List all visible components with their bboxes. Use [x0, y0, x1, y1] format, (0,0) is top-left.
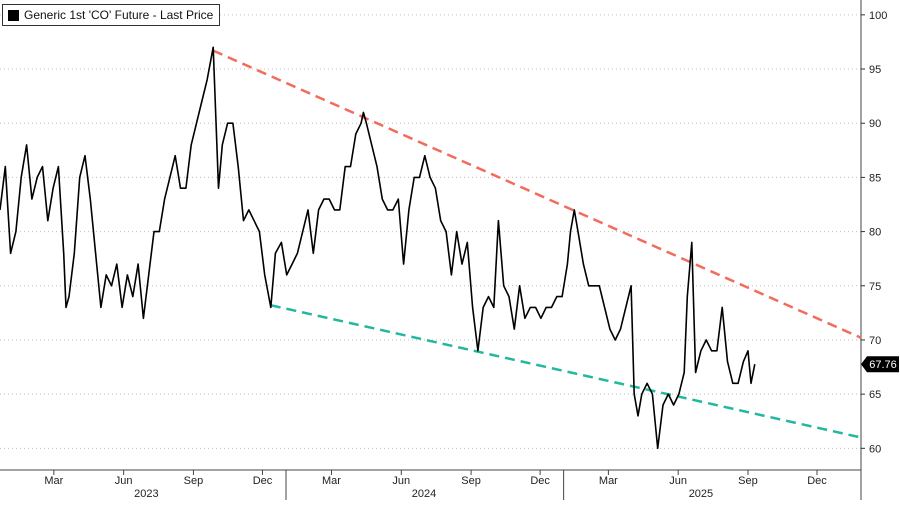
price-line — [0, 46, 756, 450]
support-trendline — [270, 304, 862, 439]
x-tick-label: Mar — [322, 475, 341, 487]
x-tick-label: Dec — [253, 475, 273, 487]
x-tick-label: Jun — [392, 475, 410, 487]
label-layer: 67.76 — [861, 356, 899, 373]
x-tick-label: Dec — [807, 475, 827, 487]
y-tick-label: 80 — [869, 227, 881, 239]
y-tick-label: 65 — [869, 389, 881, 401]
x-tick-label: Mar — [44, 475, 63, 487]
y-tick-label: 100 — [869, 10, 887, 22]
legend-swatch — [8, 9, 19, 21]
y-tick-label: 85 — [869, 172, 881, 184]
year-label: 2025 — [689, 488, 713, 500]
x-tick-label: Jun — [669, 475, 687, 487]
y-tick-label: 60 — [869, 443, 881, 455]
legend-label: Generic 1st 'CO' Future - Last Price — [24, 8, 214, 22]
y-tick-label: 70 — [869, 335, 881, 347]
x-tick-label: Sep — [184, 475, 204, 487]
resistance-trendline — [212, 49, 862, 339]
year-label: 2024 — [412, 488, 436, 500]
chart-legend: Generic 1st 'CO' Future - Last Price — [2, 4, 221, 26]
x-tick-label: Jun — [115, 475, 133, 487]
y-tick-label: 95 — [869, 64, 881, 76]
x-tick-label: Sep — [461, 475, 481, 487]
grid-layer — [0, 14, 861, 449]
axis-layer: 60 65 70 75 80 85 90 95 100 Mar Jun Sep Dec Mar Jun Sep… — [0, 0, 887, 500]
y-tick-label: 75 — [869, 281, 881, 293]
x-tick-label: Mar — [599, 475, 618, 487]
x-tick-label: Sep — [738, 475, 758, 487]
year-label: 2023 — [134, 488, 158, 500]
x-tick-label: Dec — [530, 475, 550, 487]
trendline-layer — [212, 49, 862, 439]
y-tick-label: 90 — [869, 118, 881, 130]
series-layer — [0, 46, 756, 450]
last-value-label: 67.76 — [869, 359, 897, 371]
last-value-tag — [861, 356, 899, 373]
